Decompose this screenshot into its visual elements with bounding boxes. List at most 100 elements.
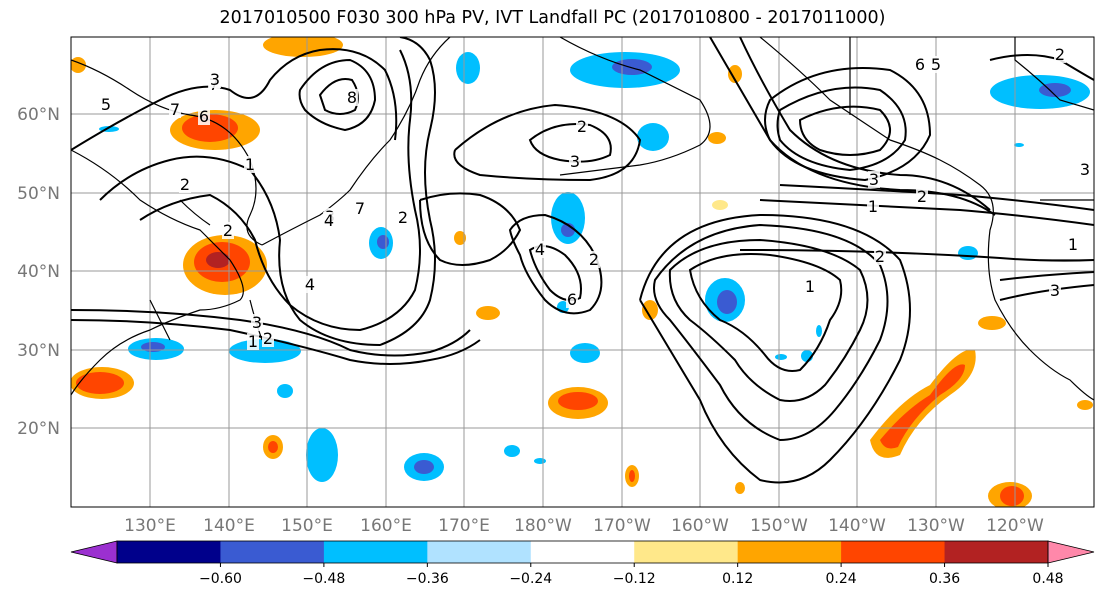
contour-label: 1 (245, 155, 255, 174)
colorbar-segment (117, 541, 221, 563)
lon-label: 170°E (438, 516, 490, 536)
contour-label: 2 (1055, 45, 1065, 64)
contour-label-bg (323, 212, 335, 229)
contour-label-bg (1049, 282, 1061, 299)
lat-label: 20°N (17, 419, 60, 439)
latitude-labels: 60°N 50°N 40°N 30°N 20°N (17, 105, 60, 439)
lon-label: 160°W (671, 516, 729, 536)
contour-label-bg (874, 248, 886, 265)
contour-label-bg (930, 56, 942, 73)
colorbar-segment (427, 541, 532, 563)
contour-label: 4 (535, 240, 545, 259)
contour-label: 7 (355, 199, 365, 218)
contour-label-bg (1054, 46, 1066, 63)
contour-label-bg (867, 198, 879, 215)
lat-label: 60°N (17, 105, 60, 125)
contour-label-bg (169, 101, 181, 118)
colorbar-tick-label: 0.24 (826, 571, 857, 587)
contour-label: 3 (1050, 281, 1060, 300)
contour-label-bg (247, 333, 259, 350)
lon-label: 140°W (828, 516, 886, 536)
contour-label-bg (251, 314, 263, 331)
contour-label-bg (100, 96, 112, 113)
contour-label-bg (397, 209, 409, 226)
contour-label-bg (222, 222, 234, 239)
contour-label: 4 (305, 275, 315, 294)
pv-contours (71, 37, 1094, 484)
contour-label: 3 (1080, 160, 1090, 179)
colorbar-tick-label: −0.24 (509, 571, 552, 587)
contour-labels: 567821234672342123421235632312317 (100, 45, 1091, 351)
lon-label: 150°W (750, 516, 808, 536)
contour-label: 2 (223, 221, 233, 240)
lon-label: 180°W (514, 516, 572, 536)
colorbar-tick-label: −0.36 (406, 571, 449, 587)
lon-label: 120°W (986, 516, 1044, 536)
lon-label: 170°W (593, 516, 651, 536)
contour-label-bg (179, 176, 191, 193)
contour-label-bg (914, 56, 926, 73)
lat-label: 30°N (17, 341, 60, 361)
contour-label: 1 (805, 277, 815, 296)
contour-label-bg (1079, 161, 1091, 178)
contour-label: 2 (917, 187, 927, 206)
map-title: 2017010500 F030 300 hPa PV, IVT Landfall… (219, 8, 886, 28)
colorbar-tick-label: −0.60 (199, 571, 242, 587)
contour-label: 2 (263, 329, 273, 348)
contour-label-bg (262, 330, 274, 347)
lon-label: 140°E (203, 516, 255, 536)
contour-label: 2 (398, 208, 408, 227)
contour-label: 6 (567, 290, 577, 309)
contour-label: 3 (210, 70, 220, 89)
colorbar-segment (737, 541, 842, 563)
colorbar-segment (944, 541, 1049, 563)
contour-label-bg (804, 278, 816, 295)
map-frame (70, 36, 1095, 508)
colorbar-segment (530, 541, 635, 563)
colorbar: −0.60 −0.48 −0.36 −0.24 −0.12 0.12 0.24 0.36 0.4… (70, 540, 1095, 587)
colorbar-frame (116, 540, 1049, 564)
contour-label-bg (304, 276, 316, 293)
colorbar-tick-label: 0.12 (722, 571, 753, 587)
lat-label: 40°N (17, 262, 60, 282)
colorbar-segment (634, 541, 739, 563)
contour-label: 6 (199, 107, 209, 126)
contour-label-bg (1067, 236, 1079, 253)
contour-label: 7 (170, 100, 180, 119)
lon-label: 160°E (360, 516, 412, 536)
contour-label: 5 (931, 55, 941, 74)
contour-label-bg (868, 171, 880, 188)
contour-label-bg (244, 156, 256, 173)
lon-label: 130°W (907, 516, 965, 536)
colorbar-tick-label: 0.48 (1032, 571, 1063, 587)
contour-label-bg (566, 291, 578, 308)
colorbar-tick-label: 0.36 (929, 571, 960, 587)
contour-label: 2 (589, 250, 599, 269)
colorbar-segment (841, 541, 946, 563)
contour-label-bg (346, 89, 358, 106)
colorbar-segment (220, 541, 325, 563)
lon-label: 130°E (124, 516, 176, 536)
contour-label-bg (588, 251, 600, 268)
contour-label-bg (569, 153, 581, 170)
lon-label: 150°E (281, 516, 333, 536)
colorbar-tick-label: −0.12 (613, 571, 656, 587)
contour-label: 2 (577, 117, 587, 136)
contour-label: 5 (101, 95, 111, 114)
contour-label: 1 (1068, 235, 1078, 254)
colorbar-left-extension (70, 540, 118, 564)
contour-label: 1 (868, 197, 878, 216)
lat-label: 50°N (17, 184, 60, 204)
contour-label-bg (354, 200, 366, 217)
contour-label-bg (534, 241, 546, 258)
contour-label: 3 (869, 170, 879, 189)
contour-label: 3 (570, 152, 580, 171)
contour-label: 4 (324, 211, 334, 230)
longitude-labels: 130°E 140°E 150°E 160°E 170°E 180°W 170°… (124, 516, 1044, 536)
contour-label: 8 (347, 88, 357, 107)
colorbar-right-extension (1047, 540, 1095, 564)
contour-label: 2 (875, 247, 885, 266)
colorbar-segment (323, 541, 428, 563)
contour-label: 1 (248, 332, 258, 351)
